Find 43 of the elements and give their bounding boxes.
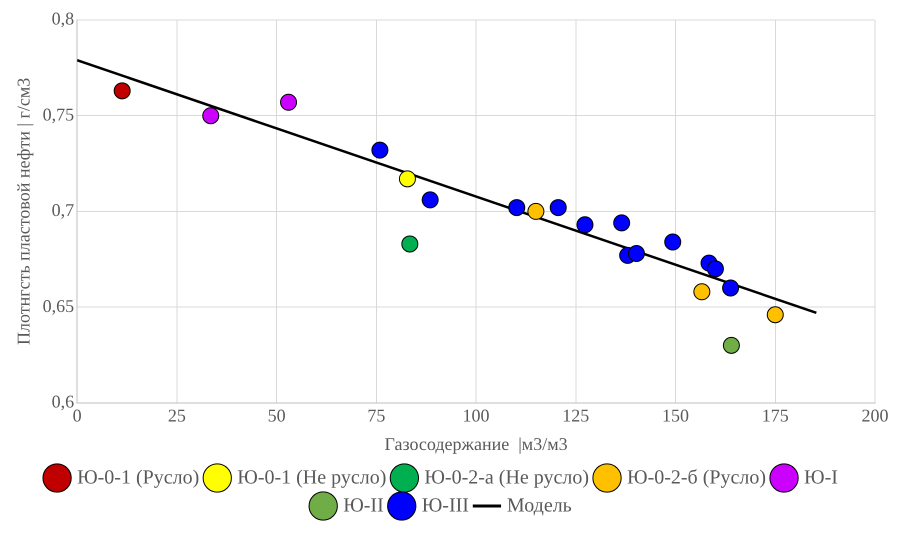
legend-label: Ю-II (343, 494, 384, 516)
y-tick-label: 0,7 (52, 200, 74, 220)
point (422, 191, 439, 208)
legend-label: Ю-0-1 (Не русло) (237, 466, 386, 488)
point (508, 199, 526, 216)
y-tick-label: 0,65 (42, 296, 74, 316)
x-tick-label: 50 (268, 405, 286, 426)
x-tick-label: 75 (367, 405, 386, 426)
x-tick-label: 150 (662, 405, 690, 426)
point (722, 279, 740, 296)
legend-label: Ю-0-2-б (Русло) (627, 466, 766, 488)
point (114, 82, 131, 100)
point (628, 245, 645, 262)
point (613, 214, 630, 232)
point (576, 216, 594, 234)
point (550, 199, 567, 216)
x-tick-label: 25 (168, 405, 186, 426)
point (664, 234, 682, 251)
point (706, 260, 724, 278)
y-tick-label: 0,75 (42, 104, 74, 124)
x-tick-label: 200 (862, 405, 888, 426)
x-axis-title: Газосодержание |м3/м3 (384, 434, 568, 454)
x-tick-label: 175 (762, 405, 789, 426)
x-tick-label: 100 (462, 405, 490, 426)
y-tick-label: 0,6 (52, 392, 74, 412)
legend-label: Модель (506, 494, 572, 516)
point (202, 107, 220, 124)
y-axis-title: Плотнгсть пластовой нефти | г/см3 (14, 78, 34, 346)
legend-label: Ю-I (804, 466, 838, 488)
point (280, 94, 298, 111)
point (766, 306, 784, 324)
legend-label: Ю-0-1 (Русло) (77, 466, 200, 488)
point (371, 142, 388, 159)
point (398, 170, 416, 188)
x-tick-label: 0 (72, 405, 82, 426)
point (693, 283, 710, 300)
point (527, 202, 544, 220)
x-tick-label: 125 (562, 405, 590, 426)
legend-label: Ю-0-2-а (Не русло) (424, 466, 590, 488)
legend-label: Ю-III (422, 494, 469, 516)
point (401, 235, 418, 252)
point (722, 336, 740, 354)
y-tick-label: 0,8 (52, 8, 74, 29)
